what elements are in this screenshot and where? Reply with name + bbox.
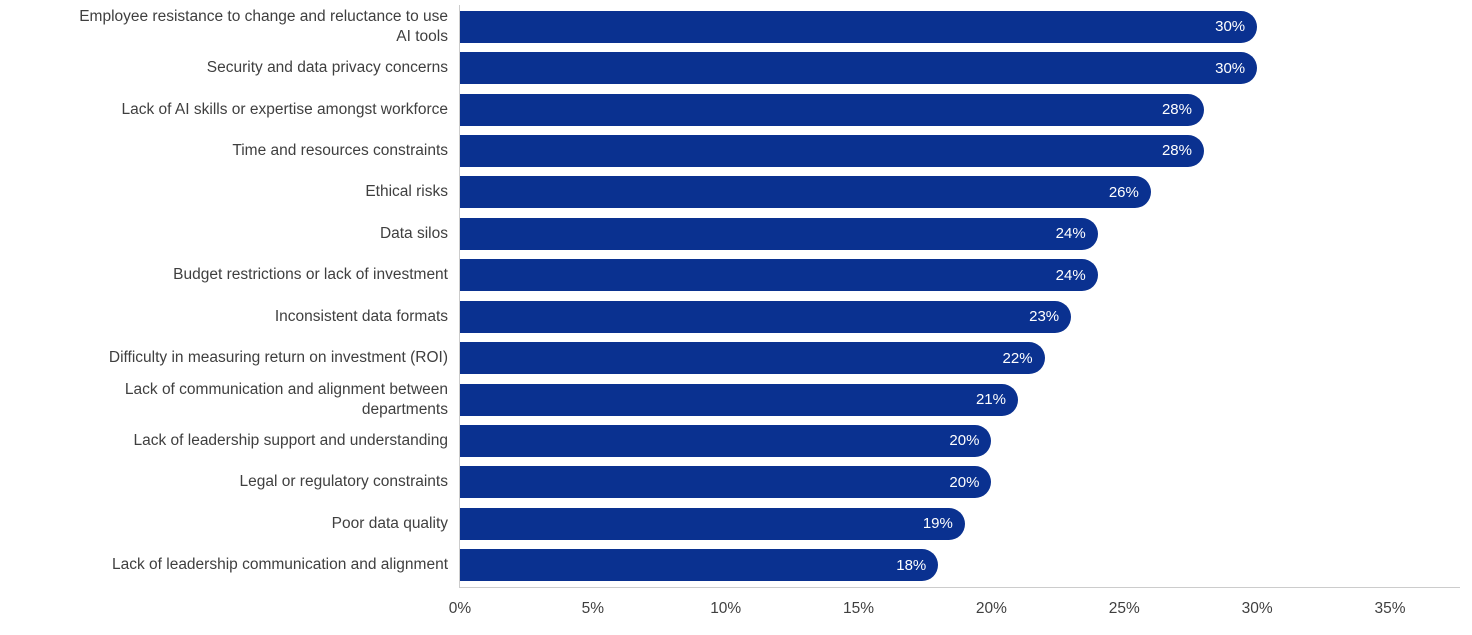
bar-track: 19% [460, 507, 1390, 540]
bar-track: 30% [460, 10, 1390, 43]
category-label: Ethical risks [365, 183, 448, 201]
bar[interactable]: 18% [460, 549, 939, 582]
category-label: Time and resources constraints [232, 141, 448, 159]
bar-row: Lack of leadership support and understan… [0, 420, 1472, 461]
bar[interactable]: 20% [460, 424, 992, 457]
bar-rows: Employee resistance to change and reluct… [0, 6, 1472, 586]
bar[interactable]: 23% [460, 300, 1072, 333]
value-label: 30% [1215, 59, 1246, 77]
bar-track: 22% [460, 342, 1390, 375]
bar-row: Time and resources constraints 28% [0, 130, 1472, 171]
bar[interactable]: 19% [460, 507, 965, 540]
x-axis-tick-label: 35% [1374, 600, 1406, 617]
bar-track: 28% [460, 93, 1390, 126]
bar-row: Budget restrictions or lack of investmen… [0, 255, 1472, 296]
category-label: Security and data privacy concerns [206, 59, 448, 77]
x-axis-tick-label: 15% [843, 600, 875, 617]
bar-row: Legal or regulatory constraints 20% [0, 462, 1472, 503]
x-axis: 0% 5% 10% 15% 20% 25% 30% 35% [449, 600, 1406, 622]
bar-track: 20% [460, 466, 1390, 499]
bar-row: Employee resistance to change and reluct… [0, 6, 1472, 47]
x-axis-tick-label: 20% [975, 600, 1007, 617]
bar-row: Lack of communication and alignment betw… [0, 379, 1472, 420]
bar[interactable]: 20% [460, 466, 992, 499]
bar-row: Security and data privacy concerns 30% [0, 47, 1472, 88]
category-label: Data silos [379, 224, 448, 242]
bar[interactable]: 22% [460, 342, 1045, 375]
value-label: 18% [896, 556, 927, 574]
bar[interactable]: 21% [460, 383, 1018, 416]
value-label: 21% [975, 391, 1006, 408]
bar[interactable]: 26% [460, 176, 1151, 209]
value-label: 28% [1161, 142, 1192, 160]
category-label: Difficulty in measuring return on invest… [108, 349, 448, 367]
bar-track: 24% [460, 217, 1390, 250]
bar-row: Data silos 24% [0, 213, 1472, 254]
x-axis-tick-label: 10% [710, 600, 742, 617]
bar-track: 26% [460, 176, 1390, 209]
bar-row: Difficulty in measuring return on invest… [0, 337, 1472, 378]
bar-track: 21% [460, 383, 1390, 416]
category-label: Lack of leadership communication and ali… [111, 556, 448, 574]
category-label: Budget restrictions or lack of investmen… [173, 266, 448, 284]
category-label: Poor data quality [331, 514, 448, 532]
bar-track: 20% [460, 424, 1390, 457]
value-label: 20% [949, 432, 980, 450]
x-axis-tick-label: 5% [581, 600, 605, 617]
category-label: Inconsistent data formats [274, 307, 448, 325]
bar-row: Ethical risks 26% [0, 172, 1472, 213]
bar-row: Poor data quality 19% [0, 503, 1472, 544]
bar[interactable]: 30% [460, 10, 1258, 43]
bar-track: 23% [460, 300, 1390, 333]
value-label: 23% [1029, 308, 1060, 326]
bar-track: 30% [460, 52, 1390, 85]
value-label: 22% [1002, 349, 1033, 367]
bar-track: 28% [460, 134, 1390, 167]
bar-track: 24% [460, 259, 1390, 292]
bar-track: 18% [460, 549, 1390, 582]
y-axis-line [459, 5, 460, 588]
value-label: 26% [1108, 183, 1139, 201]
value-label: 24% [1055, 225, 1086, 243]
x-axis-tick-label: 25% [1108, 600, 1140, 617]
value-label: 19% [922, 515, 953, 533]
category-label: Legal or regulatory constraints [239, 473, 448, 491]
category-label: Lack of AI skills or expertise amongst w… [121, 100, 449, 118]
bar[interactable]: 24% [460, 259, 1098, 292]
x-axis-line [459, 587, 1460, 588]
bar-row: Lack of AI skills or expertise amongst w… [0, 89, 1472, 130]
bar[interactable]: 24% [460, 217, 1098, 250]
value-label: 20% [949, 473, 980, 491]
category-label: Lack of leadership support and understan… [133, 431, 448, 449]
value-label: 28% [1161, 101, 1192, 119]
x-axis-tick-label: 0% [448, 600, 472, 617]
category-label: Employee resistance to change and reluct… [79, 7, 448, 45]
bar-row: Inconsistent data formats 23% [0, 296, 1472, 337]
bar[interactable]: 28% [460, 134, 1204, 167]
bar[interactable]: 30% [460, 52, 1258, 85]
bar-row: Lack of leadership communication and ali… [0, 544, 1472, 585]
x-axis-tick-label: 30% [1241, 600, 1273, 617]
category-label: Lack of communication and alignment betw… [124, 380, 448, 418]
value-label: 30% [1215, 18, 1246, 36]
bar[interactable]: 28% [460, 93, 1204, 126]
value-label: 24% [1055, 266, 1086, 284]
